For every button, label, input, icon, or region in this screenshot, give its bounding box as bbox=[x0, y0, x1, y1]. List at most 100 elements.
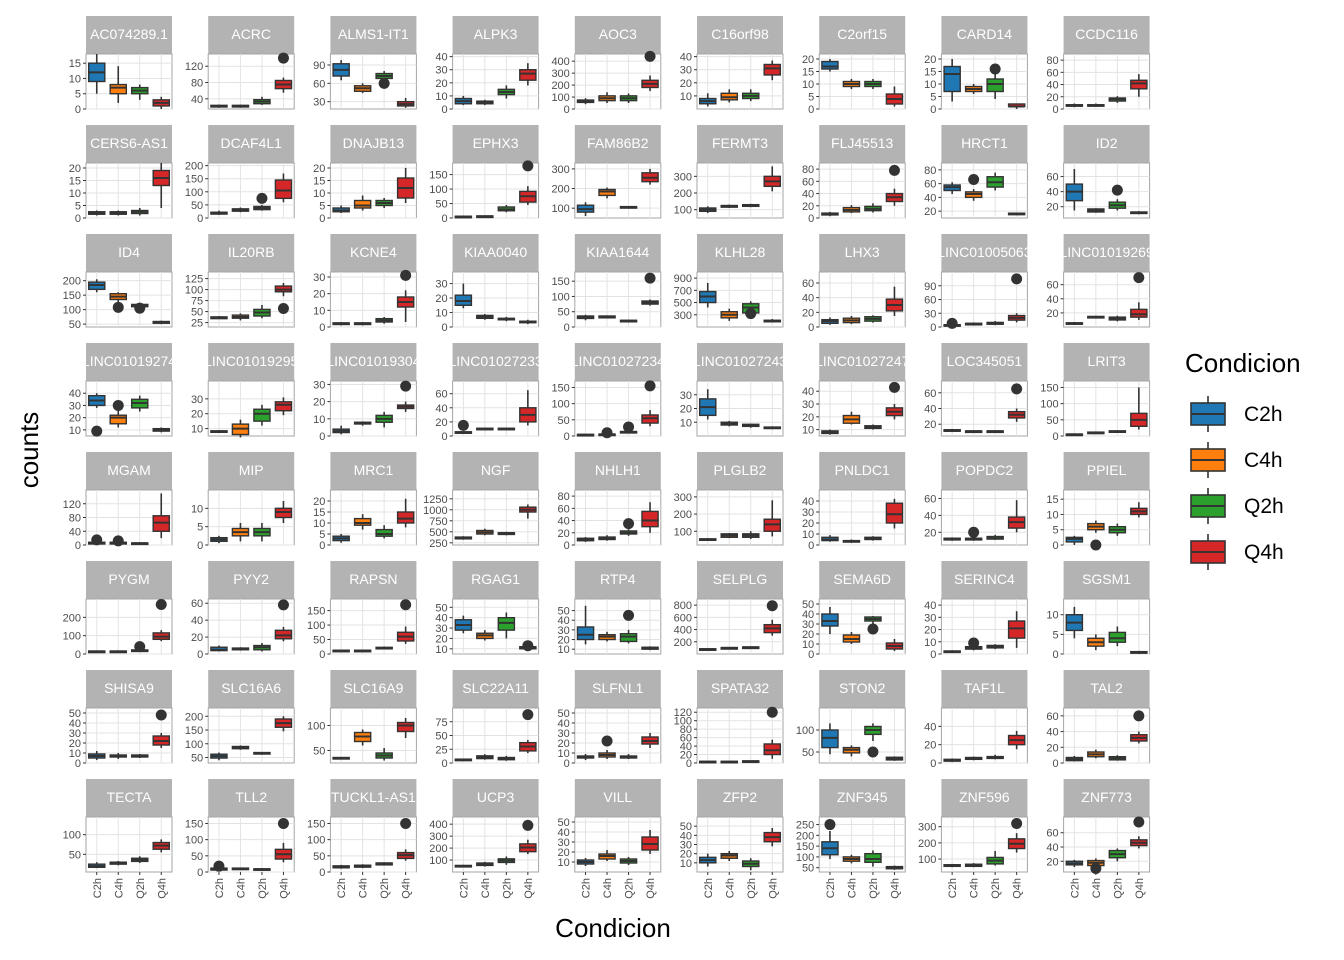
y-tick-label: 15 bbox=[313, 176, 325, 188]
x-axis-title: Condicion bbox=[555, 913, 671, 943]
y-tick-label: 40 bbox=[435, 52, 447, 64]
x-tick-label: Q4h bbox=[278, 878, 290, 899]
x-axis-tick-labels: C2h C4h Q2h Q4h C2h C4h Q2h Q4h C2h C4h Q2h Q4h C2h C… bbox=[92, 872, 1146, 899]
x-tick-label: Q2h bbox=[379, 878, 391, 899]
facet-title: NGF bbox=[481, 462, 511, 478]
legend-label: Q2h bbox=[1244, 495, 1284, 518]
facet-strip bbox=[574, 561, 661, 599]
facet-strip bbox=[1063, 343, 1150, 381]
y-tick-label: 200 bbox=[674, 637, 692, 649]
y-tick-label: 20 bbox=[558, 635, 570, 647]
facet-panel: MIP 0 5 10 bbox=[191, 452, 295, 552]
box-Q4h bbox=[1130, 308, 1148, 318]
outlier-point bbox=[867, 623, 879, 635]
y-tick-label: 900 bbox=[674, 273, 692, 285]
y-tick-label: 10 bbox=[435, 91, 447, 103]
y-tick-label: 30 bbox=[69, 728, 81, 740]
y-tick-label: 300 bbox=[674, 492, 692, 504]
y-tick-label: 250 bbox=[796, 820, 814, 832]
outlier-point bbox=[1011, 383, 1023, 395]
y-tick-label: 50 bbox=[69, 708, 81, 720]
outlier-point bbox=[623, 421, 635, 433]
box-Q4h bbox=[274, 179, 293, 200]
y-tick-label: 10 bbox=[69, 748, 81, 760]
box-C4h bbox=[353, 517, 372, 526]
facet-strip bbox=[86, 125, 172, 163]
facet-panel: KIAA0040 0 10 20 30 bbox=[435, 234, 540, 334]
outlier-point bbox=[888, 164, 900, 176]
x-tick-label: C4h bbox=[1091, 878, 1103, 898]
y-tick-label: 0 bbox=[75, 213, 81, 225]
y-tick-label: 100 bbox=[429, 184, 447, 196]
y-tick-label: 10 bbox=[313, 188, 325, 200]
x-tick-label: C2h bbox=[825, 878, 837, 898]
y-tick-label: 5 bbox=[75, 201, 81, 213]
y-tick-label: 15 bbox=[313, 507, 325, 519]
facet-strip bbox=[1063, 234, 1150, 272]
outlier-point bbox=[946, 317, 958, 329]
y-tick-label: 20 bbox=[1046, 742, 1058, 754]
facet-strip bbox=[574, 234, 661, 272]
facet-strip bbox=[819, 16, 906, 54]
facet-title: RTP4 bbox=[600, 571, 636, 587]
facet-strip bbox=[697, 452, 783, 490]
y-tick-label: 200 bbox=[63, 276, 81, 288]
facet-title: RAPSN bbox=[349, 571, 397, 587]
y-tick-label: 15 bbox=[69, 58, 81, 70]
y-tick-label: 30 bbox=[435, 623, 447, 635]
y-tick-label: 40 bbox=[680, 52, 692, 64]
y-tick-label: 15 bbox=[802, 67, 814, 79]
y-tick-label: 100 bbox=[551, 291, 569, 303]
y-tick-label: 100 bbox=[551, 399, 569, 411]
facet-strip bbox=[941, 343, 1028, 381]
box-Q2h bbox=[986, 78, 1004, 93]
y-tick-label: 20 bbox=[435, 633, 447, 645]
y-tick-label: 80 bbox=[1046, 55, 1058, 67]
outlier-point bbox=[457, 419, 469, 431]
y-tick-label: 40 bbox=[802, 189, 814, 201]
y-tick-label: 40 bbox=[69, 526, 81, 538]
y-tick-label: 120 bbox=[185, 61, 203, 73]
facet-title: EPHX3 bbox=[473, 135, 519, 151]
y-tick-label: 40 bbox=[1046, 187, 1058, 199]
outlier-point bbox=[1011, 817, 1023, 829]
y-tick-label: 40 bbox=[1046, 727, 1058, 739]
y-tick-label: 60 bbox=[1046, 828, 1058, 840]
box-Q4h bbox=[885, 502, 904, 524]
outlier-point bbox=[134, 302, 146, 314]
y-axis-title: counts bbox=[14, 412, 44, 489]
y-tick-label: 0 bbox=[808, 104, 814, 116]
y-tick-label: 60 bbox=[1046, 172, 1058, 184]
y-tick-label: 150 bbox=[63, 290, 81, 302]
y-tick-label: 60 bbox=[924, 388, 936, 400]
y-tick-label: 100 bbox=[185, 739, 203, 751]
x-tick-label: Q2h bbox=[868, 878, 880, 899]
y-tick-label: 10 bbox=[924, 637, 936, 649]
facet-strip bbox=[819, 452, 906, 490]
outlier-point bbox=[824, 819, 836, 831]
facet-title: MRC1 bbox=[354, 462, 394, 478]
y-tick-label: 150 bbox=[429, 170, 447, 182]
y-tick-label: 0 bbox=[930, 758, 936, 770]
y-tick-label: 5 bbox=[1052, 629, 1058, 641]
facet-strip bbox=[574, 16, 661, 54]
facet-strip bbox=[574, 452, 661, 490]
legend-label: C2h bbox=[1244, 403, 1283, 426]
y-tick-label: 50 bbox=[558, 307, 570, 319]
facet-title: DNAJB13 bbox=[343, 135, 405, 151]
y-tick-label: 400 bbox=[429, 819, 447, 831]
y-tick-label: 60 bbox=[558, 503, 570, 515]
y-tick-label: 10 bbox=[680, 91, 692, 103]
facet-strip bbox=[86, 452, 172, 490]
box-Q2h bbox=[497, 616, 516, 631]
facet-strip bbox=[819, 670, 906, 708]
y-tick-label: 20 bbox=[191, 409, 203, 421]
facet-strip bbox=[941, 234, 1028, 272]
facet-strip bbox=[86, 561, 172, 599]
